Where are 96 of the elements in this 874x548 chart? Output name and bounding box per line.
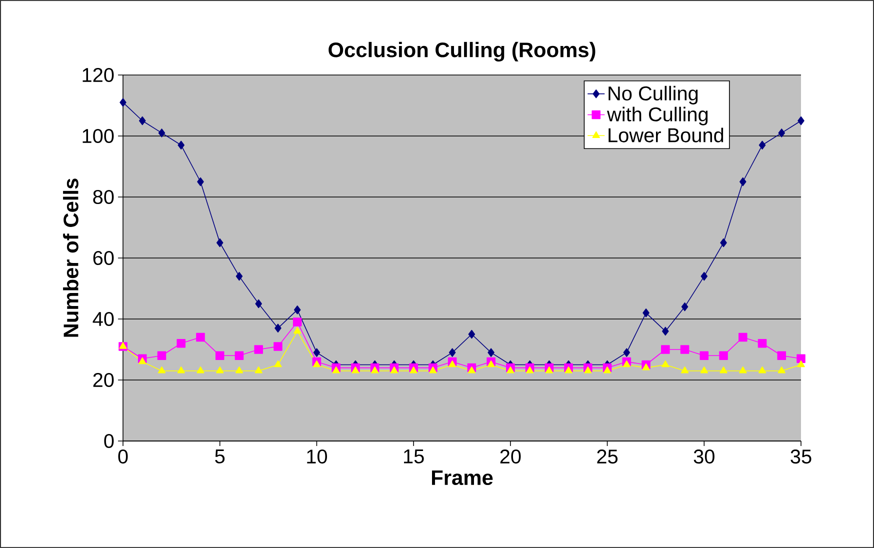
x-axis-title: Frame <box>432 470 493 486</box>
point <box>797 360 805 368</box>
point <box>700 351 709 360</box>
point <box>740 177 746 186</box>
point <box>274 360 282 368</box>
point <box>120 98 126 107</box>
point <box>274 324 282 333</box>
point <box>662 360 670 368</box>
point <box>642 363 650 370</box>
point <box>662 326 669 336</box>
point <box>138 357 146 364</box>
point <box>681 302 688 312</box>
y-axis-title: Number of Cells <box>63 178 78 337</box>
point <box>758 140 766 150</box>
point <box>758 339 767 348</box>
point <box>778 366 786 374</box>
point <box>526 366 534 374</box>
point <box>738 332 748 342</box>
point <box>158 128 166 138</box>
point <box>545 366 554 374</box>
point <box>796 354 806 364</box>
point <box>720 238 727 248</box>
y-tick-label: 60 <box>93 250 114 266</box>
point <box>177 366 185 374</box>
point <box>274 342 282 351</box>
y-tick-label: 80 <box>93 190 114 204</box>
point <box>197 177 204 186</box>
point <box>700 272 708 281</box>
chart-title: Occlusion Culling (Rooms) <box>328 42 596 62</box>
y-tick-label: 40 <box>92 312 114 326</box>
point <box>390 366 398 374</box>
point <box>216 238 224 248</box>
point <box>236 272 243 281</box>
point <box>720 366 728 374</box>
point <box>138 116 146 126</box>
point <box>468 330 476 339</box>
point <box>603 366 612 374</box>
x-tick-label: 20 <box>500 450 521 464</box>
point <box>680 345 690 354</box>
point <box>680 366 689 374</box>
point <box>254 345 263 354</box>
point <box>564 366 572 374</box>
point <box>429 366 437 374</box>
point <box>584 366 592 374</box>
point <box>312 360 321 368</box>
point <box>798 116 804 126</box>
point <box>468 366 476 374</box>
legend-label: Lower Bound <box>608 128 724 142</box>
y-tick-label: 120 <box>82 68 114 82</box>
point <box>739 366 747 374</box>
point <box>352 366 360 374</box>
y-tick-label: 100 <box>82 128 114 144</box>
point <box>758 366 766 374</box>
point <box>448 360 456 368</box>
point <box>313 348 320 357</box>
y-tick-label: 0 <box>104 434 114 448</box>
point <box>216 366 224 374</box>
point <box>158 366 166 374</box>
x-tick-label: 15 <box>404 450 424 464</box>
point <box>700 366 708 374</box>
point <box>370 366 379 374</box>
point <box>487 360 495 368</box>
y-tick-label: 20 <box>93 372 114 388</box>
point <box>661 345 670 354</box>
point <box>642 308 650 318</box>
point <box>234 351 244 360</box>
point <box>448 348 456 357</box>
x-tick-label: 5 <box>215 450 225 464</box>
x-tick-label: 25 <box>597 450 618 464</box>
point <box>778 128 786 138</box>
x-tick-label: 35 <box>790 450 812 464</box>
point <box>215 351 224 360</box>
point <box>157 351 166 360</box>
point <box>488 348 494 357</box>
legend-label: with Culling <box>606 106 708 126</box>
point <box>332 366 340 374</box>
x-tick-label: 10 <box>307 450 328 464</box>
x-tick-label: 30 <box>694 450 714 464</box>
point <box>196 366 204 374</box>
point <box>235 366 244 374</box>
point <box>293 326 302 334</box>
point <box>777 351 786 360</box>
point <box>623 348 630 357</box>
point <box>719 351 728 360</box>
point <box>622 360 631 368</box>
point <box>255 299 262 308</box>
point <box>196 332 205 342</box>
point <box>410 366 418 374</box>
point <box>506 366 514 374</box>
x-tick-label: 0 <box>118 450 128 464</box>
point <box>292 318 302 326</box>
legend-label: No Culling <box>608 86 698 104</box>
point <box>294 305 301 314</box>
point <box>176 339 186 348</box>
point <box>254 366 262 374</box>
point <box>178 140 185 150</box>
